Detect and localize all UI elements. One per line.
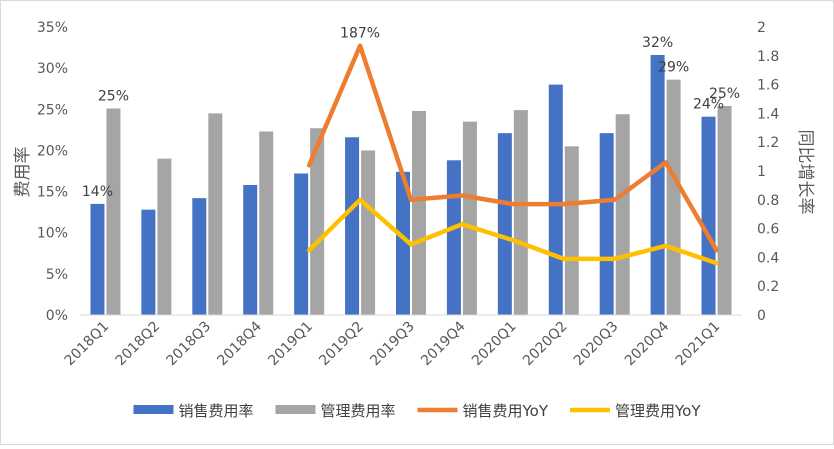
line-admin-yoy	[306, 197, 719, 266]
bar-sales-rate	[243, 184, 258, 315]
bar-admin-rate	[310, 128, 325, 315]
bar-sales-rate	[294, 173, 309, 315]
bar-admin-rate	[106, 108, 121, 315]
bar-admin-rate	[208, 113, 223, 316]
bar-admin-rate	[717, 105, 732, 315]
bar-sales-rate	[345, 137, 360, 315]
lines-layer	[306, 43, 719, 266]
legend-item: 销售费用率	[133, 402, 253, 420]
y2-tick-label: 0.4	[757, 250, 779, 266]
bar-admin-rate	[462, 121, 477, 315]
y-tick-label: 20%	[37, 143, 68, 159]
data-label: 24%	[693, 97, 724, 113]
legend-swatch	[133, 405, 174, 414]
data-label: 25%	[98, 88, 129, 104]
y2-tick-label: 0.8	[757, 193, 779, 209]
bar-sales-rate	[701, 116, 716, 315]
data-label: 187%	[340, 26, 380, 42]
bar-admin-rate	[564, 146, 579, 315]
bar-sales-rate	[192, 198, 207, 315]
bar-sales-rate	[141, 209, 156, 315]
bar-admin-rate	[615, 114, 630, 315]
y2-tick-label: 1.8	[757, 49, 779, 65]
y2-tick-label: 0.2	[757, 279, 779, 295]
bar-sales-rate	[599, 133, 614, 315]
y2-tick-label: 0.6	[757, 222, 779, 238]
y2-tick-label: 1.6	[757, 78, 779, 94]
legend-swatch	[275, 405, 316, 414]
y-axis-title: 费用率	[13, 147, 33, 198]
y2-tick-label: 1.2	[757, 135, 779, 151]
y2-tick-label: 1	[757, 164, 766, 180]
y2-tick-label: 1.4	[757, 106, 779, 122]
legend-label: 销售费用率	[178, 402, 253, 420]
legend-item: 管理费用率	[275, 402, 396, 420]
data-label: 32%	[642, 35, 673, 51]
bars-layer	[90, 54, 732, 316]
y-tick-label: 25%	[37, 102, 68, 118]
legend-item: 管理费用YoY	[570, 402, 701, 420]
bar-sales-rate	[446, 160, 461, 315]
line-sales-yoy	[306, 43, 719, 253]
y2-axis-title: 同比增长率	[795, 130, 815, 215]
y-tick-label: 10%	[37, 226, 68, 242]
legend-item: 销售费用YoY	[417, 402, 549, 420]
y-tick-label: 35%	[37, 20, 68, 36]
legend-label: 管理费用YoY	[615, 402, 701, 420]
bar-admin-rate	[412, 110, 426, 315]
y2-tick-label: 2	[757, 20, 766, 36]
legend: 销售费用率 管理费用率 销售费用YoY 管理费用YoY	[133, 402, 701, 420]
bar-sales-rate	[650, 54, 665, 315]
legend-label: 管理费用率	[320, 402, 395, 420]
data-labels-layer: 14%25%187%32%29%24%25%	[82, 26, 740, 200]
data-label: 14%	[82, 184, 113, 200]
y2-tick-label: 0	[757, 308, 766, 324]
y-tick-label: 30%	[37, 61, 68, 77]
bar-admin-rate	[666, 79, 681, 315]
data-label: 29%	[658, 60, 689, 76]
y-tick-label: 5%	[46, 267, 68, 283]
bar-admin-rate	[259, 131, 274, 315]
y-tick-label: 15%	[37, 185, 68, 201]
data-label: 25%	[709, 86, 740, 102]
bar-sales-rate	[90, 203, 105, 315]
legend-label: 销售费用YoY	[463, 402, 549, 420]
bar-admin-rate	[513, 110, 528, 315]
bar-sales-rate	[396, 171, 410, 315]
bar-sales-rate	[548, 84, 563, 315]
y-tick-label: 0%	[46, 308, 68, 324]
bar-admin-rate	[157, 158, 172, 315]
bar-admin-rate	[361, 150, 376, 315]
bar-sales-rate	[497, 133, 512, 315]
